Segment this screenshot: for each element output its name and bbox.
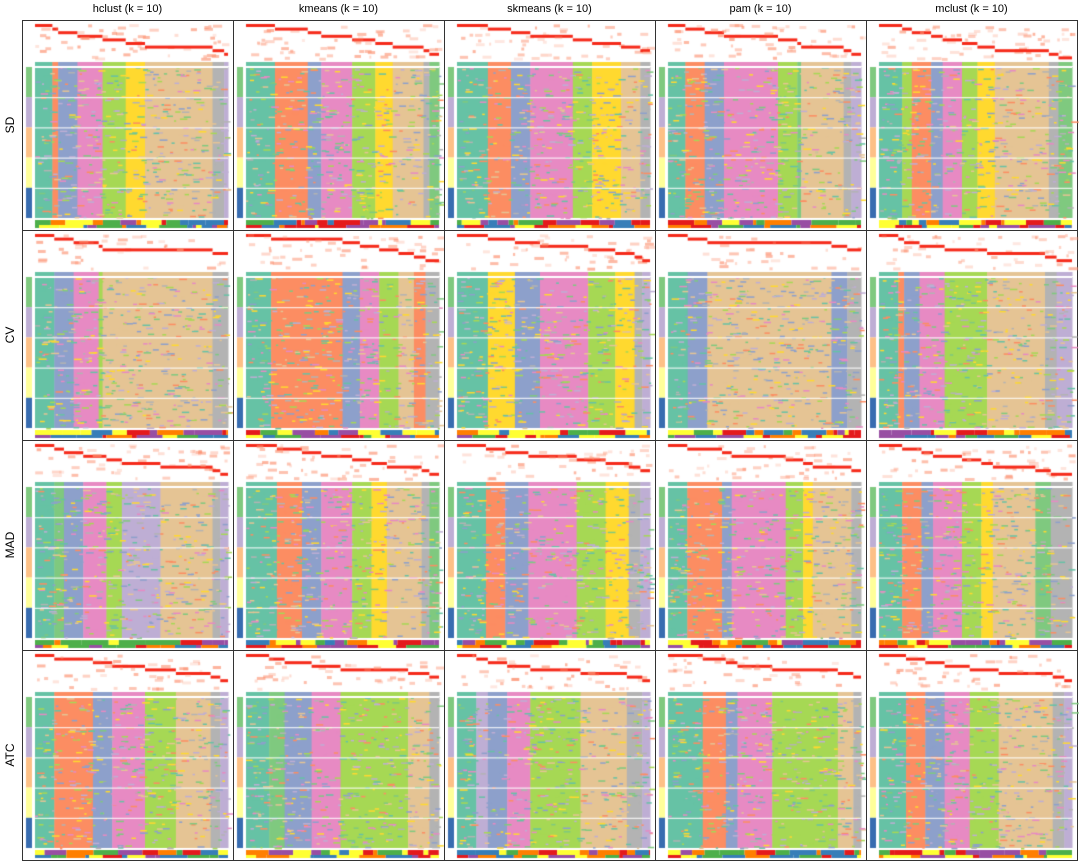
heatmap-canvas <box>656 21 868 232</box>
heatmap-canvas <box>445 231 657 442</box>
heatmap-panel <box>866 230 1079 442</box>
heatmap-panel <box>233 650 446 862</box>
heatmap-canvas <box>867 231 1079 442</box>
heatmap-panel <box>444 20 657 232</box>
column-header: hclust (k = 10) <box>92 3 163 15</box>
heatmap-panel <box>22 230 235 442</box>
heatmap-canvas <box>445 21 657 232</box>
heatmap-panel <box>444 650 657 862</box>
heatmap-panel <box>233 20 446 232</box>
heatmap-canvas <box>656 651 868 862</box>
heatmap-panel <box>655 20 868 232</box>
heatmap-canvas <box>23 651 235 862</box>
heatmap-canvas <box>445 441 657 652</box>
heatmap-canvas <box>23 21 235 232</box>
heatmap-panel <box>866 440 1079 652</box>
heatmap-canvas <box>445 651 657 862</box>
heatmap-panel <box>655 650 868 862</box>
heatmap-panel <box>22 20 235 232</box>
heatmap-canvas <box>234 651 446 862</box>
heatmap-panel <box>866 20 1079 232</box>
heatmap-canvas <box>656 231 868 442</box>
heatmap-canvas <box>867 21 1079 232</box>
heatmap-canvas <box>234 21 446 232</box>
heatmap-canvas <box>234 231 446 442</box>
heatmap-canvas <box>656 441 868 652</box>
heatmap-canvas <box>234 441 446 652</box>
heatmap-panel <box>233 230 446 442</box>
heatmap-panel <box>444 440 657 652</box>
heatmap-panel <box>444 230 657 442</box>
heatmap-panel <box>22 650 235 862</box>
row-header: MAD <box>3 531 17 559</box>
heatmap-panel <box>22 440 235 652</box>
heatmap-panel <box>233 440 446 652</box>
row-header: CV <box>3 326 17 344</box>
row-header: ATC <box>3 743 17 767</box>
column-header: mclust (k = 10) <box>935 3 1008 15</box>
heatmap-canvas <box>867 651 1079 862</box>
heatmap-canvas <box>23 231 235 442</box>
column-header: kmeans (k = 10) <box>298 3 379 15</box>
column-header: skmeans (k = 10) <box>507 3 592 15</box>
column-header: pam (k = 10) <box>729 3 792 15</box>
row-header: SD <box>3 116 17 134</box>
heatmap-panel <box>866 650 1079 862</box>
heatmap-panel <box>655 440 868 652</box>
heatmap-canvas <box>867 441 1079 652</box>
heatmap-panel <box>655 230 868 442</box>
heatmap-canvas <box>23 441 235 652</box>
